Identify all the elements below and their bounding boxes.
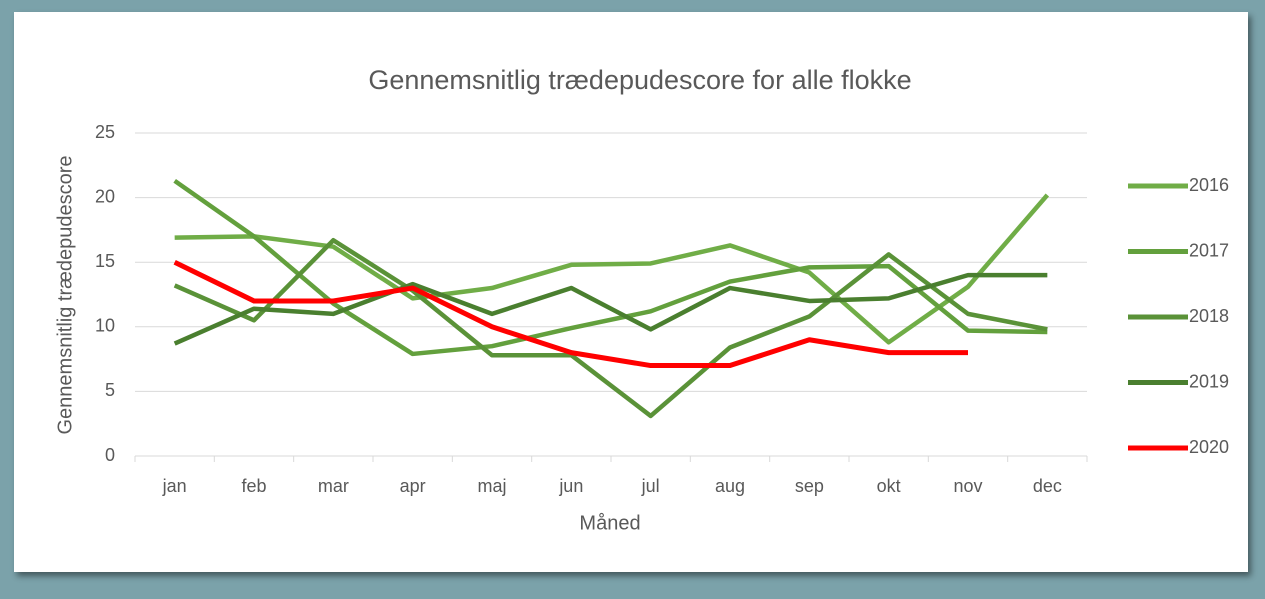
- x-tick-label: dec: [1033, 476, 1062, 496]
- legend-label: 2020: [1189, 437, 1229, 457]
- legend-label: 2018: [1189, 306, 1229, 326]
- series-line: [173, 237, 1048, 419]
- chart-title: Gennemsnitlig trædepudescore for alle fl…: [368, 65, 911, 95]
- y-tick-label: 15: [95, 251, 115, 271]
- x-tick-label: maj: [477, 476, 506, 496]
- series-line: [173, 178, 1048, 357]
- y-tick-label: 5: [105, 380, 115, 400]
- x-tick-label: apr: [400, 476, 426, 496]
- chart-panel: [14, 12, 1248, 572]
- x-tick-label: jun: [558, 476, 583, 496]
- x-tick-label: nov: [953, 476, 982, 496]
- x-tick-label: okt: [877, 476, 901, 496]
- y-axis-label: Gennemsnitlig trædepudescore: [54, 155, 76, 434]
- x-tick-label: jul: [641, 476, 660, 496]
- x-tick-label: aug: [715, 476, 745, 496]
- x-axis-label: Måned: [579, 512, 640, 534]
- legend-label: 2019: [1189, 371, 1229, 391]
- y-tick-label: 25: [95, 122, 115, 142]
- x-tick-label: jan: [162, 476, 187, 496]
- series-line: [174, 193, 1050, 345]
- y-tick-label: 10: [95, 316, 115, 336]
- x-tick-label: sep: [795, 476, 824, 496]
- y-tick-label: 20: [95, 186, 115, 206]
- legend-label: 2016: [1189, 175, 1229, 195]
- legend-label: 2017: [1189, 240, 1229, 260]
- series-line: [173, 259, 968, 369]
- x-tick-label: feb: [241, 476, 266, 496]
- y-tick-label: 0: [105, 445, 115, 465]
- series-line: [173, 272, 1048, 346]
- x-tick-label: mar: [318, 476, 349, 496]
